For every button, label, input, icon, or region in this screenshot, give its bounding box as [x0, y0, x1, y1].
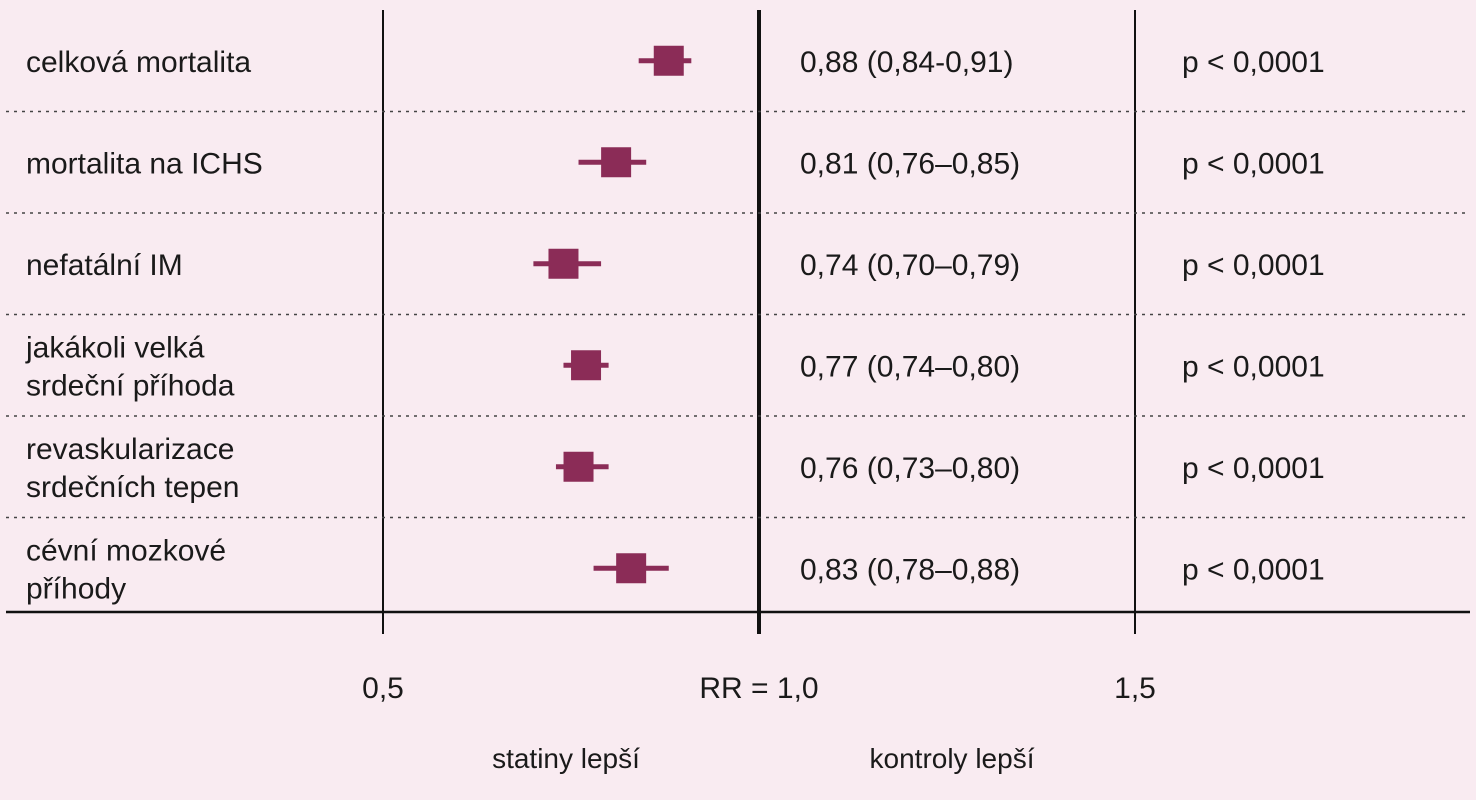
forest-row: nefatální IM 0,74 (0,70–0,79) p < 0,0001: [26, 248, 1325, 282]
point-estimate: [563, 451, 594, 482]
right-direction-label: kontroly lepší: [870, 743, 1035, 774]
point-estimate: [616, 553, 647, 584]
rr-value: 0,74 (0,70–0,79): [800, 249, 1020, 282]
row-label: nefatální IM: [26, 249, 183, 282]
x-tick-label: 1,5: [1114, 672, 1156, 705]
forest-row: jakákoli velká srdeční příhoda 0,77 (0,74–…: [25, 331, 1325, 402]
rr-value: 0,77 (0,74–0,80): [800, 350, 1020, 383]
point-estimate: [601, 147, 632, 178]
rr-value: 0,88 (0,84-0,91): [800, 46, 1013, 79]
p-value: p < 0,0001: [1182, 452, 1325, 485]
point-estimate: [548, 248, 579, 279]
x-tick-label: RR = 1,0: [699, 672, 818, 705]
p-value: p < 0,0001: [1182, 249, 1325, 282]
p-value: p < 0,0001: [1182, 46, 1325, 79]
forest-row: celková mortalita 0,88 (0,84-0,91) p < 0,0…: [26, 45, 1325, 79]
gridlines: [6, 10, 1470, 634]
point-estimate: [571, 350, 602, 381]
row-label: celková mortalita: [26, 46, 251, 79]
row-label: srdečních tepen: [26, 471, 239, 504]
p-value: p < 0,0001: [1182, 350, 1325, 383]
rr-value: 0,76 (0,73–0,80): [800, 452, 1020, 485]
forest-row: revaskularizace srdečních tepen 0,76 (0,73…: [26, 433, 1325, 504]
rr-value: 0,81 (0,76–0,85): [800, 147, 1020, 180]
row-label: revaskularizace: [26, 433, 234, 466]
row-label: cévní mozkové: [26, 534, 226, 567]
row-label: srdeční příhoda: [26, 369, 235, 402]
forest-row: cévní mozkové příhody 0,83 (0,78–0,88) p < …: [26, 534, 1325, 605]
p-value: p < 0,0001: [1182, 147, 1325, 180]
row-label: mortalita na ICHS: [26, 147, 263, 180]
x-axis: 0,5 RR = 1,0 1,5: [6, 610, 1470, 705]
p-value: p < 0,0001: [1182, 553, 1325, 586]
forest-row: mortalita na ICHS 0,81 (0,76–0,85) p < 0,0…: [26, 147, 1325, 180]
point-estimate: [653, 45, 684, 76]
row-label: jakákoli velká: [25, 331, 205, 364]
forest-rows: celková mortalita 0,88 (0,84-0,91) p < 0,0…: [25, 45, 1325, 605]
row-label: příhody: [26, 572, 126, 605]
rr-value: 0,83 (0,78–0,88): [800, 553, 1020, 586]
left-direction-label: statiny lepší: [492, 743, 640, 774]
x-tick-label: 0,5: [362, 672, 404, 705]
